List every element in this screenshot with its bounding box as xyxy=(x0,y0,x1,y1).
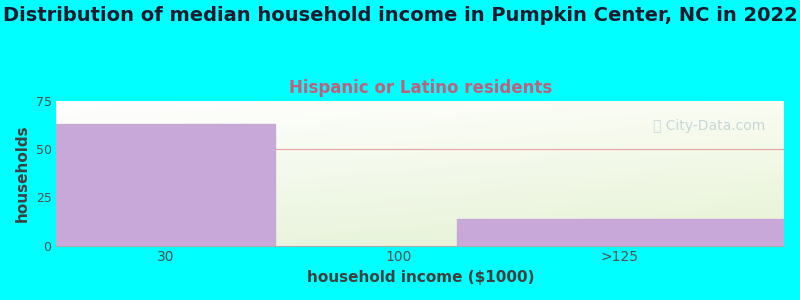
Bar xyxy=(457,219,784,246)
Bar xyxy=(57,124,274,246)
Text: Distribution of median household income in Pumpkin Center, NC in 2022: Distribution of median household income … xyxy=(2,6,798,25)
Title: Hispanic or Latino residents: Hispanic or Latino residents xyxy=(289,79,552,97)
X-axis label: household income ($1000): household income ($1000) xyxy=(306,270,534,285)
Text: ⓘ City-Data.com: ⓘ City-Data.com xyxy=(654,118,766,133)
Y-axis label: households: households xyxy=(15,124,30,222)
